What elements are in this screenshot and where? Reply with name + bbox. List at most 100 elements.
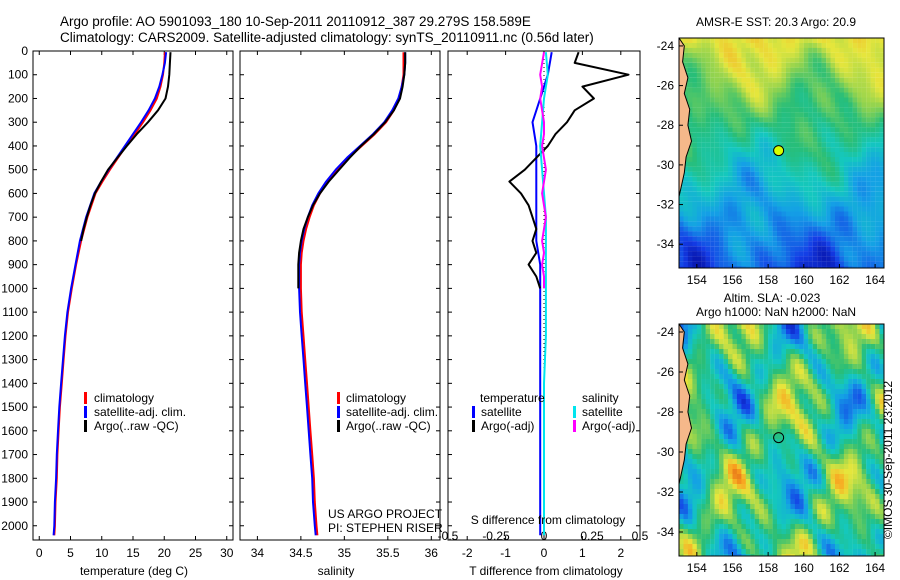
y-tick-label: -30 [657,445,675,459]
sla-map: 154 156 158 160 162 164 -24 -26 -28 -30 -32 -34 [657,323,885,575]
coastline [679,38,693,199]
y-tick-label: 200 [8,91,28,105]
map-frame [678,323,885,557]
x-tick-label: 10 [95,546,109,560]
x-tick-label: 20 [158,546,172,560]
y-tick-label: 1000 [1,281,28,295]
series-line-salinity-argo-adj- [539,52,547,289]
y-tick-label: 1800 [1,471,28,485]
y-tick-label: -24 [657,325,675,339]
y-tick-label: -32 [657,485,675,499]
legend-swatch-sal-satellite [573,406,576,418]
sst-field [679,38,884,268]
sst-map-title: AMSR-E SST: 20.3 Argo: 20.9 [696,15,856,29]
sla-field [679,324,884,556]
legend-swatch-satellite [84,406,87,418]
x-tick-label: 160 [794,273,814,287]
series-line-argo-raw-qc- [80,52,172,242]
project-line1: US ARGO PROJECT [328,507,443,521]
x-tick-label: 34.5 [289,546,313,560]
legend-label-temp-satellite: satellite [481,405,522,419]
legend-label-sal-argo: Argo(-adj) [582,419,635,433]
x-tick-label: -2 [462,546,473,560]
y-tick-label: 300 [8,115,28,129]
legend-label-climatology: climatology [94,391,154,405]
sla-map-title-line1: Altim. SLA: -0.023 [724,291,821,305]
temperature-xlabel: temperature (deg C) [80,564,188,578]
x-tick-label: 1 [579,546,586,560]
y-tick-label: -28 [657,405,675,419]
legend-label-sal-satellite: satellite [582,405,623,419]
y-tick-label: -30 [657,158,675,172]
y-tick-label: 1300 [1,353,28,367]
legend-swatch-climatology [84,392,87,404]
salinity-xlabel: salinity [318,564,355,578]
y-tick-label: 600 [8,186,28,200]
x-tick-label: 0 [541,546,548,560]
x-tick-label: 2 [617,546,624,560]
salinity-legend: climatology satellite-adj. clim. Argo(..… [337,391,438,433]
x-tick-label: 25 [189,546,203,560]
legend-swatch-argo [337,420,340,432]
legend-swatch-sal-argo [573,420,576,432]
difference-xlabel-top: S difference from climatology [471,513,626,527]
coastline [679,324,693,487]
x-tick-label: 15 [126,546,140,560]
x-tick-label: 162 [829,561,849,575]
sst-map: 154 156 158 160 162 164 -24 -26 -28 -30 -32 -34 [657,37,885,287]
legend-label-argo: Argo(..raw -QC) [346,419,431,433]
sla-map-title-line2: Argo h1000: NaN h2000: NaN [696,305,856,319]
y-tick-label: -32 [657,198,675,212]
x-tick-label: 34 [251,546,265,560]
argo-position-marker [773,432,785,444]
map-frame [678,37,885,269]
y-tick-label: 1900 [1,495,28,509]
y-tick-label: 1200 [1,329,28,343]
series-line-temperature-satellite [531,52,553,536]
x-tick-label: 164 [865,561,885,575]
difference-xlabel: T difference from climatology [469,564,623,578]
land-mass [679,324,692,484]
y-tick-label: 100 [8,68,28,82]
legend-swatch-climatology [337,392,340,404]
legend-label-climatology: climatology [346,391,406,405]
legend-header-salinity: salinity [582,391,619,405]
plot-frame [32,50,234,541]
copyright-text: ©IMOS 30-Sep-2011 23:2012 [881,381,895,539]
x-tick-label: 0 [36,546,43,560]
y-tick-label: 1600 [1,424,28,438]
y-tick-label: 400 [8,139,28,153]
land-mass [679,38,692,197]
y-tick-label: -26 [657,79,675,93]
x-tick-label: 160 [794,561,814,575]
series-line-temperature-argo-adj- [508,51,630,289]
salinity-profile-plot: 34 34.5 35 35.5 36 [239,50,441,560]
figure-title-line1: Argo profile: AO 5901093_180 10-Sep-2011… [60,14,531,29]
top-tick-label: -0.25 [482,529,510,543]
y-tick-label: -24 [657,39,675,53]
x-tick-label: 154 [687,273,707,287]
y-tick-label: 700 [8,210,28,224]
x-tick-label: 154 [687,561,707,575]
project-line2: PI: STEPHEN RISER [328,521,443,535]
y-tick-label: -34 [657,525,675,539]
y-tick-label: 800 [8,234,28,248]
y-tick-label: 900 [8,258,28,272]
y-tick-label: 0 [21,44,28,58]
y-tick-label: 1500 [1,400,28,414]
temperature-profile-plot: 0 5 10 15 20 25 300100200300400500600700800900… [1,44,233,560]
x-tick-label: 164 [865,273,885,287]
legend-label-argo: Argo(..raw -QC) [94,419,179,433]
figure-title-line2: Climatology: CARS2009. Satellite-adjuste… [60,30,594,45]
legend-swatch-satellite [337,406,340,418]
y-tick-label: 1700 [1,448,28,462]
x-tick-label: 158 [758,561,778,575]
x-tick-label: 156 [722,273,742,287]
legend-label-satellite: satellite-adj. clim. [94,405,186,419]
x-tick-label: 35.5 [376,546,400,560]
top-tick-label: -0.5 [438,529,459,543]
temperature-legend: climatology satellite-adj. clim. Argo(..… [84,391,186,433]
x-tick-label: 162 [829,273,849,287]
